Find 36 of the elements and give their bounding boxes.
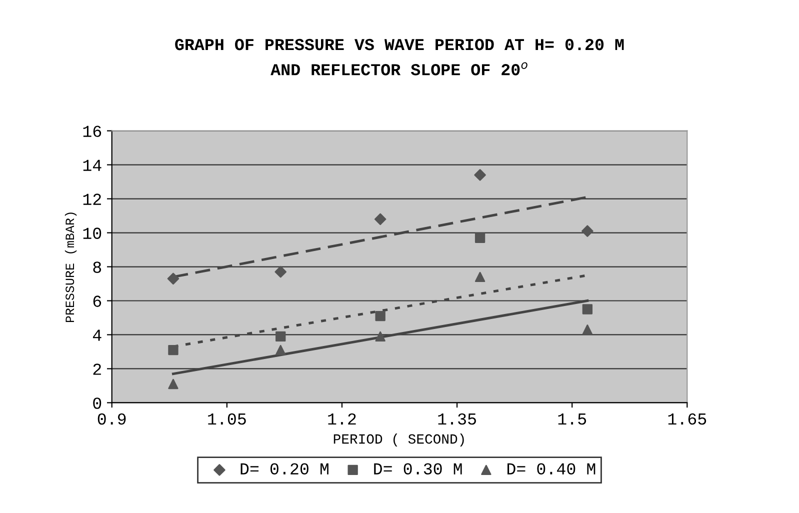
point	[274, 266, 286, 278]
y-tick-label: 2	[93, 364, 101, 375]
point	[474, 169, 486, 181]
x-axis-title: PERIOD ( SECOND)	[334, 434, 464, 446]
x-tick-label: 0.9	[98, 413, 126, 425]
point	[375, 310, 386, 322]
y-tick-label: 8	[93, 262, 102, 273]
point	[474, 272, 486, 282]
point	[276, 331, 286, 342]
legend-label: D= 0.30 M	[374, 463, 462, 474]
point	[375, 331, 386, 342]
y-tick-label: 12	[83, 194, 101, 205]
chart-title: GRAPH OF PRESSURE VS WAVE PERIOD AT H= 0.20 M AND REFLECTOR SLOPE OF 20$^{o}$	[175, 38, 624, 76]
x-tick-label: 1.35	[438, 413, 476, 425]
y-tick-label: 16	[83, 126, 102, 138]
legend-label: D= 0.20 M	[240, 463, 328, 474]
x-tick-label: 1.2	[328, 413, 356, 425]
point	[168, 378, 178, 390]
point	[474, 232, 486, 243]
point	[276, 344, 286, 356]
y-axis-title: PRESSURE (mBAR)	[64, 212, 77, 322]
point	[167, 272, 180, 285]
legend-label: D= 0.40 M	[507, 463, 596, 474]
x-tick-label: 1.65	[668, 413, 706, 425]
x-tick-label: 1.05	[208, 413, 246, 425]
point	[582, 304, 593, 314]
y-tick-label: 0	[93, 398, 102, 409]
point	[168, 344, 178, 356]
y-tick-label: 6	[93, 296, 102, 307]
x-tick-label: 1.5	[558, 414, 586, 425]
y-tick-label: 14	[83, 160, 102, 171]
point	[374, 213, 386, 226]
point	[582, 225, 594, 237]
y-tick-label: 10	[83, 228, 102, 239]
point	[582, 324, 593, 335]
y-tick-label: 4	[92, 330, 102, 341]
